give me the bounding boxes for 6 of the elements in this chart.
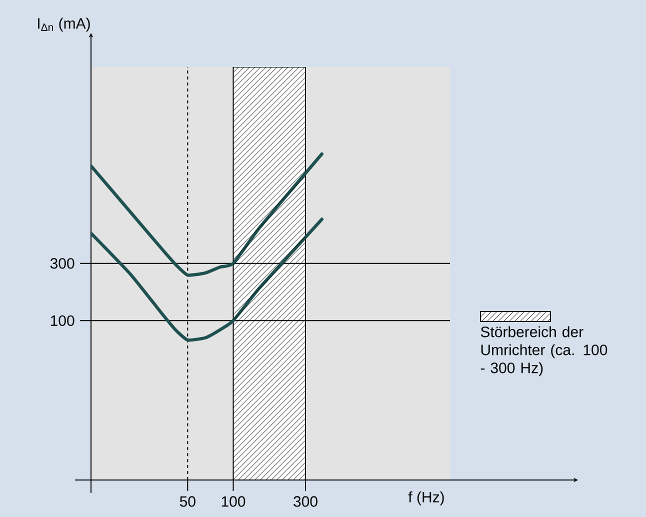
text: Störbereich der Umrichter (ca. 100 - 300 Hz)	[480, 326, 608, 376]
x-tick-label: 100	[222, 496, 246, 507]
x-axis-title: f (Hz)	[408, 491, 444, 506]
x-tick-label: 300	[294, 496, 318, 507]
y-axis-title: I$_{Δn}$ (mA)	[38, 18, 90, 32]
x-tick-label: 50	[180, 496, 196, 507]
